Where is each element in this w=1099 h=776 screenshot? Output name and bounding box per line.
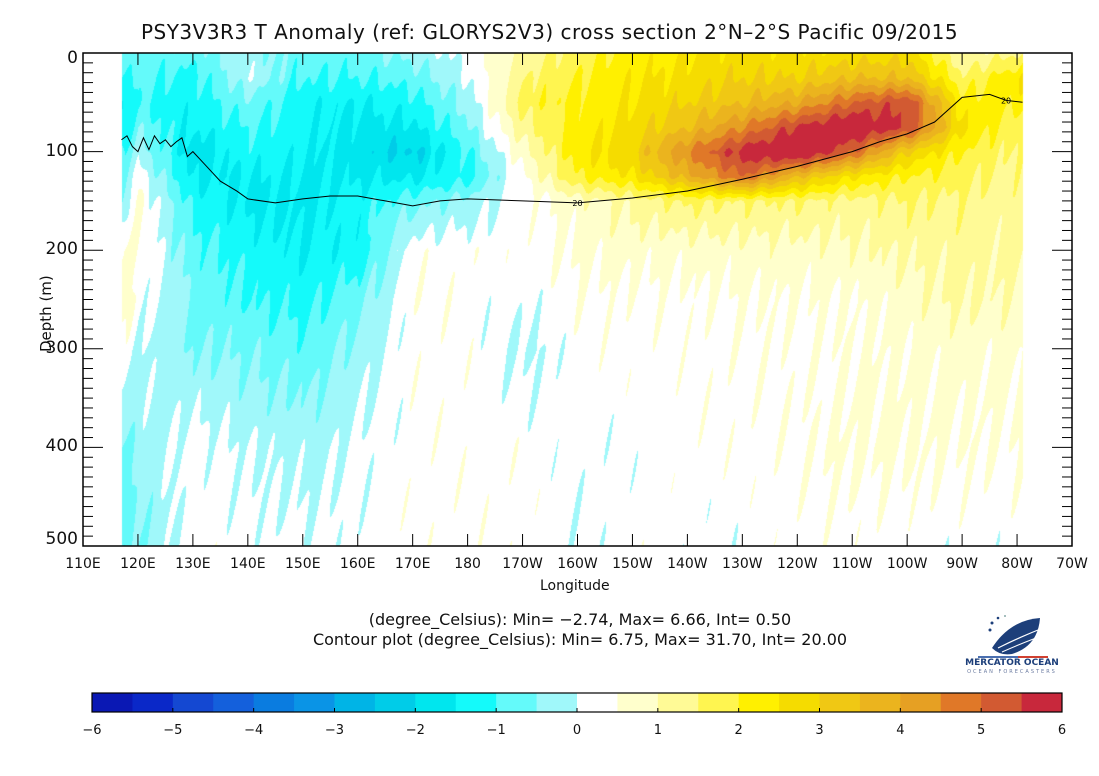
- logo-wave-icon: [978, 615, 1048, 658]
- colorbar-tick-label: −5: [163, 723, 183, 738]
- colorbar-tick-label: 4: [896, 723, 905, 738]
- x-tick-label: 100W: [886, 556, 928, 572]
- colorbar-tick-label: −3: [324, 723, 345, 738]
- y-tick-label: 100: [45, 140, 78, 161]
- x-tick-label: 150W: [612, 556, 653, 572]
- colorbar-tick-label: 1: [653, 723, 662, 738]
- x-tick-label: 140E: [230, 556, 266, 572]
- x-tick-label: 160W: [557, 556, 598, 572]
- x-tick-label: 110E: [65, 556, 101, 572]
- colorbar-tick-label: 2: [734, 723, 743, 738]
- x-tick-label: 120W: [776, 556, 818, 572]
- y-axis-label: Depth (m): [37, 275, 55, 352]
- colorbar-tick-label: 6: [1057, 723, 1067, 738]
- x-tick-label: 70W: [1056, 556, 1088, 572]
- x-tick-label: 90W: [946, 556, 978, 572]
- colorbar-tick-label: −4: [244, 723, 264, 738]
- colorbar-tick-label: 5: [977, 723, 986, 738]
- x-tick-label: 170E: [394, 556, 431, 572]
- y-tick-label: 400: [45, 436, 78, 457]
- x-tick-label: 180: [454, 556, 481, 572]
- x-tick-label: 130W: [722, 556, 763, 572]
- x-axis-label: Longitude: [540, 578, 610, 594]
- x-tick-label: 150E: [284, 556, 321, 572]
- y-tick-label: 500: [45, 529, 78, 549]
- colorbar-tick-label: −6: [82, 723, 102, 738]
- x-tick-label: 110W: [831, 556, 873, 572]
- x-tick-label: 140W: [667, 556, 708, 572]
- colorbar-tick-label: −1: [486, 723, 506, 738]
- x-tick-label: 120E: [120, 556, 156, 572]
- y-tick-label: 300: [45, 337, 78, 358]
- colorbar-tick-label: −2: [405, 723, 425, 738]
- x-tick-label: 170W: [502, 556, 543, 572]
- x-tick-label: 80W: [1001, 556, 1033, 572]
- y-tick-label: 0: [67, 48, 78, 68]
- y-tick-label: 200: [45, 239, 78, 260]
- logo-tagline: OCEAN FORECASTERS: [967, 669, 1057, 675]
- contour-stats-line: Contour plot (degree_Celsius): Min= 6.75…: [312, 630, 848, 649]
- x-tick-label: 130E: [175, 556, 211, 572]
- colorbar-tick-label: 3: [815, 723, 824, 738]
- mercator-logo: MERCATOR OCEAN OCEAN FORECASTERS: [962, 608, 1062, 678]
- x-tick-label: 160E: [339, 556, 376, 572]
- colorbar-tick-label: 0: [572, 723, 582, 738]
- stats-line: (degree_Celsius): Min= −2.74, Max= 6.66,…: [368, 610, 792, 629]
- chart-title: PSY3V3R3 T Anomaly (ref: GLORYS2V3) cros…: [140, 20, 959, 44]
- logo-name: MERCATOR OCEAN: [965, 658, 1059, 668]
